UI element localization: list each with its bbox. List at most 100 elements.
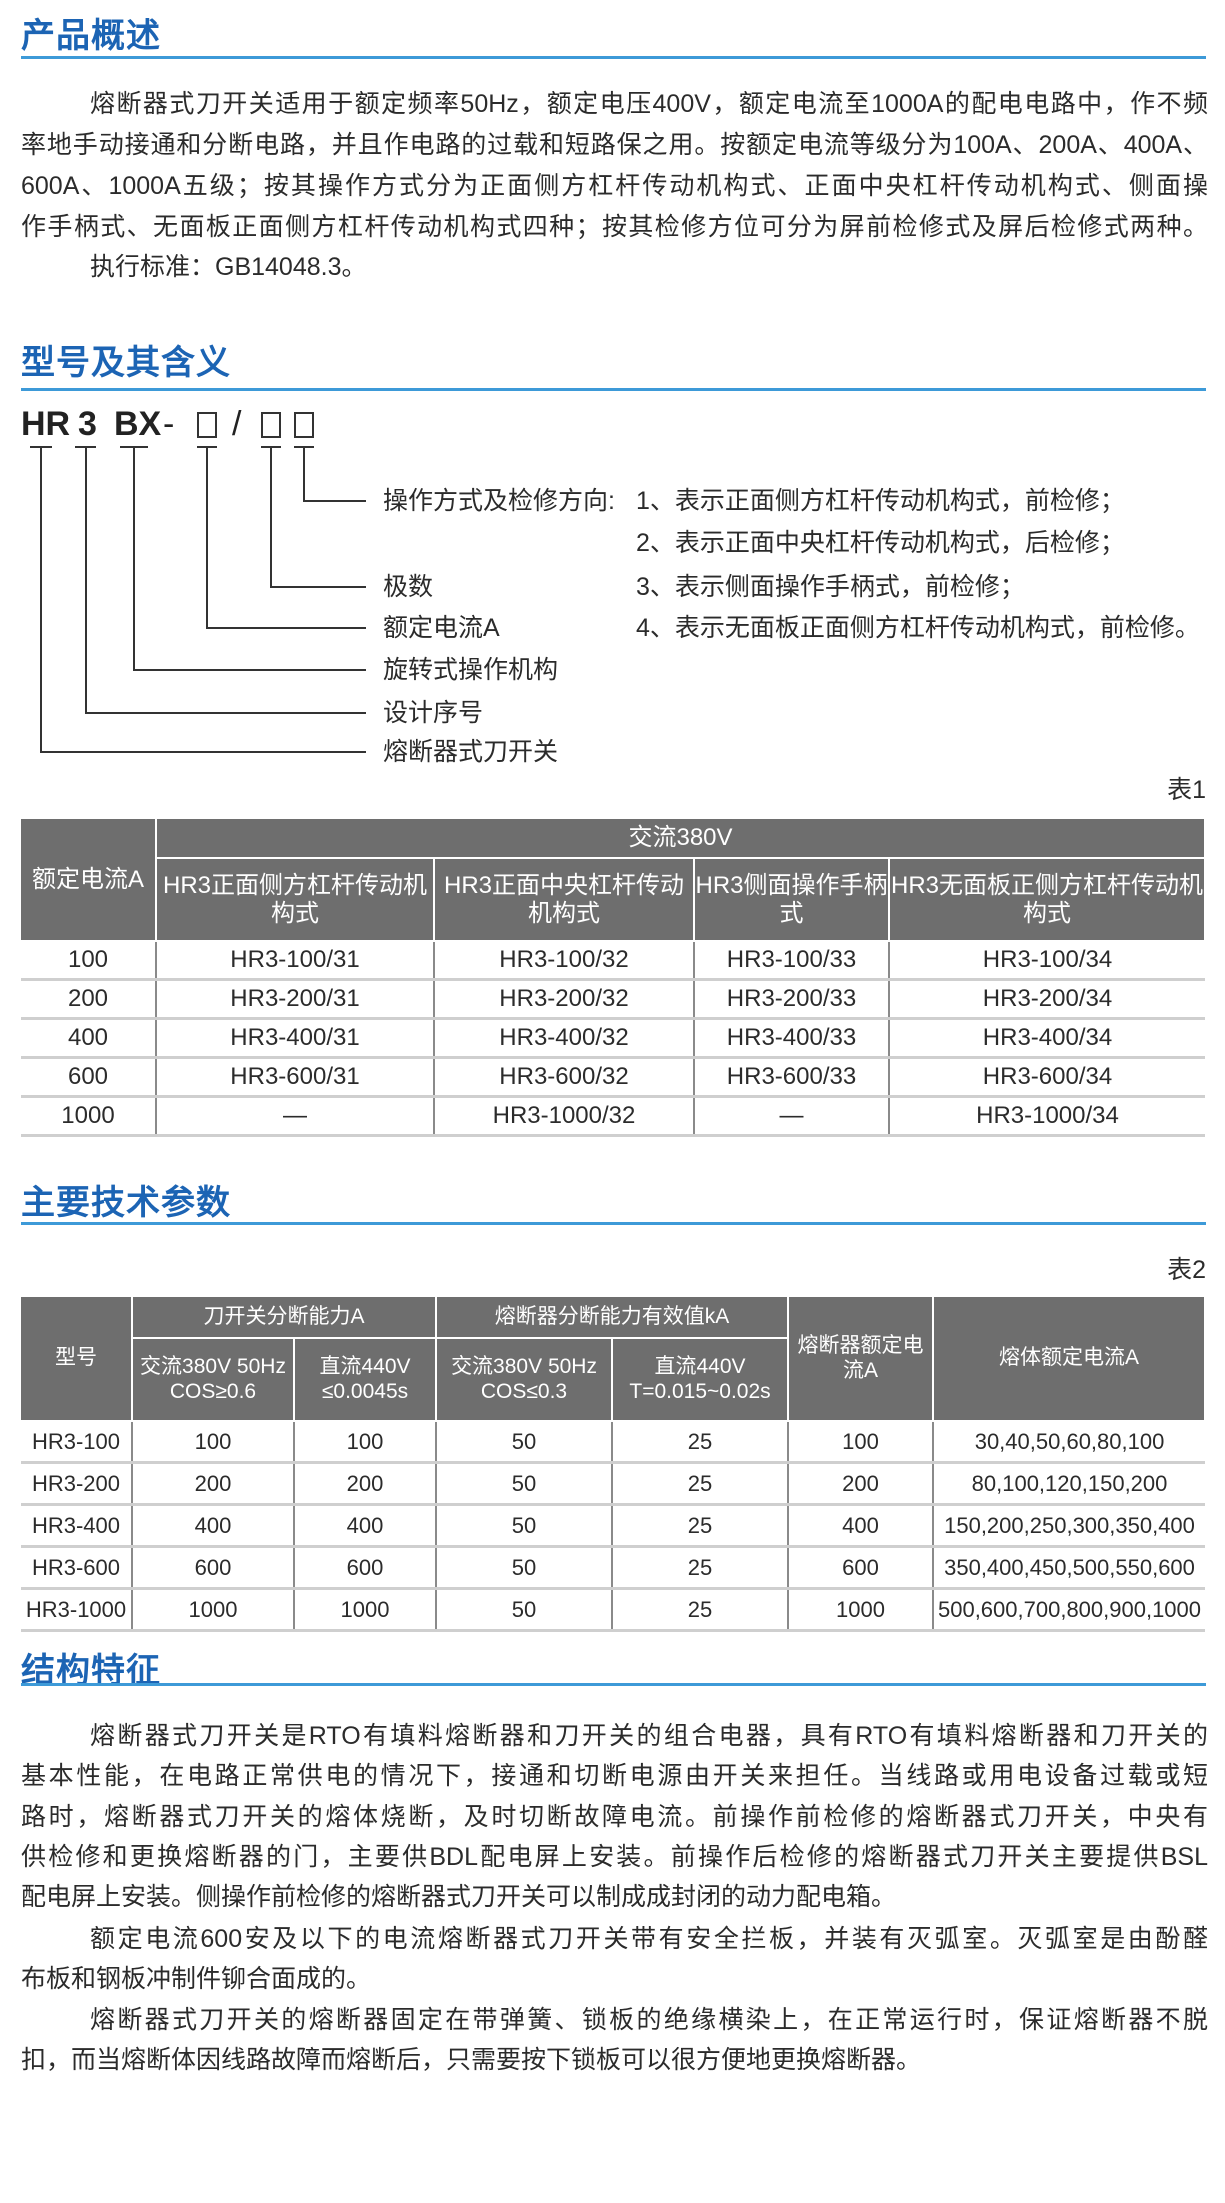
paragraph-line: 扣，而当熔断体因线路故障而熔断后，只需要按下锁板可以很方便地更换熔断器。 xyxy=(21,2046,922,2074)
table-cell: HR3-600/32 xyxy=(433,1057,694,1098)
header-ac380: 交流380V xyxy=(155,817,1206,859)
table-cell: HR3-600/31 xyxy=(155,1057,434,1098)
section-title-overview: 产品概述 xyxy=(21,17,161,55)
table-cell: 600 xyxy=(787,1546,934,1590)
table1: 额定电流A 交流380V HR3正面侧方杠杆传动机构式 HR3正面中央杠杆传动机… xyxy=(21,817,1206,1137)
table-cell: 150,200,250,300,350,400 xyxy=(932,1504,1205,1548)
table-row: HR3-200 200 200 50 25 200 80,100,120,150,200 xyxy=(21,1462,1205,1506)
table-cell: 100 xyxy=(787,1421,934,1464)
table-cell: HR3-200/32 xyxy=(433,979,694,1020)
table-cell: 200 xyxy=(21,979,156,1020)
table-cell: HR3-400/32 xyxy=(433,1018,694,1059)
table-cell: 50 xyxy=(435,1546,613,1590)
section-divider xyxy=(21,388,1206,391)
table-cell: HR3-600/33 xyxy=(693,1057,889,1098)
table-cell: HR3-400/34 xyxy=(888,1018,1205,1059)
standard-text: 执行标准：GB14048.3。 xyxy=(90,253,367,281)
table-cell: HR3-100/32 xyxy=(433,941,694,981)
code-hr: HR xyxy=(21,405,71,443)
table-cell: 400 xyxy=(131,1504,294,1548)
label-rated-current: 额定电流A xyxy=(383,614,500,642)
table-cell: HR3-200/31 xyxy=(155,979,434,1020)
paragraph-line: 额定电流600安及以下的电流熔断器式刀开关带有安全拦板，并装有灭弧室。灭弧室是由… xyxy=(90,1925,1208,1953)
option-2: 2、表示正面中央杠杆传动机构式，后检修； xyxy=(636,529,1125,557)
table-row: HR3-400 400 400 50 25 400 150,200,250,300,350,… xyxy=(21,1504,1205,1548)
table-cell: 400 xyxy=(21,1018,156,1059)
section-title-tech: 主要技术参数 xyxy=(21,1184,231,1222)
table-cell: 25 xyxy=(611,1546,789,1590)
section-divider xyxy=(21,1222,1206,1225)
table-cell: HR3-200/34 xyxy=(888,979,1205,1020)
subheader: 直流440V ≤0.0045s xyxy=(292,1337,438,1422)
option-1: 1、表示正面侧方杠杆传动机构式，前检修； xyxy=(636,487,1125,515)
header-col: HR3正面侧方杠杆传动机构式 xyxy=(156,857,435,942)
table-cell: 100 xyxy=(292,1421,437,1464)
table-cell: 100 xyxy=(131,1421,294,1464)
paragraph-line: 供检修和更换熔断器的门，主要供BDL配电屏上安装。前操作后检修的熔断器式刀开关主… xyxy=(21,1843,1208,1871)
code-bx: BX xyxy=(114,405,162,443)
table2-tag: 表2 xyxy=(1167,1256,1206,1284)
table-row: 200 HR3-200/31 HR3-200/32 HR3-200/33 HR3-200… xyxy=(21,979,1205,1020)
table-cell: 1000 xyxy=(131,1588,294,1632)
table-cell: 200 xyxy=(131,1462,294,1506)
label-product: 熔断器式刀开关 xyxy=(383,738,559,766)
header-fuse-capacity: 熔断器分断能力有效值kA xyxy=(435,1295,790,1339)
table-cell: 500,600,700,800,900,1000 xyxy=(932,1588,1205,1632)
subheader: 交流380V 50Hz COS≤0.3 xyxy=(435,1337,614,1422)
table-cell: HR3-400 xyxy=(21,1504,132,1548)
table-cell: 1000 xyxy=(787,1588,934,1632)
table-cell: 1000 xyxy=(21,1096,156,1137)
table-cell: 600 xyxy=(21,1057,156,1098)
header-col: HR3侧面操作手柄式 xyxy=(693,857,890,942)
table-cell: 200 xyxy=(292,1462,437,1506)
header-melt-rated: 熔体额定电流A xyxy=(932,1295,1206,1422)
table-cell: 600 xyxy=(131,1546,294,1590)
table-cell: HR3-1000/34 xyxy=(888,1096,1205,1137)
label-mechanism: 旋转式操作机构 xyxy=(383,656,559,684)
table-cell: 400 xyxy=(787,1504,934,1548)
paragraph-line: 布板和钢板冲制件铆合面成的。 xyxy=(21,1965,372,1993)
section-divider xyxy=(21,56,1206,59)
table1-tag: 表1 xyxy=(1167,776,1206,804)
table-cell: 25 xyxy=(611,1462,789,1506)
table-cell: 400 xyxy=(292,1504,437,1548)
label-design-no: 设计序号 xyxy=(383,699,484,727)
table-cell: HR3-600/34 xyxy=(888,1057,1205,1098)
table-cell: HR3-100 xyxy=(21,1421,132,1464)
header-rated-current: 额定电流A xyxy=(21,817,157,942)
table-cell: 1000 xyxy=(292,1588,437,1632)
table-row: 100 HR3-100/31 HR3-100/32 HR3-100/33 HR3-100… xyxy=(21,941,1205,981)
code-slash: / xyxy=(232,405,242,443)
paragraph-line: 熔断器式刀开关的熔断器固定在带弹簧、锁板的绝缘横染上，在正常运行时，保证熔断器不… xyxy=(90,2006,1208,2034)
code-box-current xyxy=(197,412,217,438)
paragraph-line: 600A、1000A五级；按其操作方式分为正面侧方杠杆传动机构式、正面中央杠杆传… xyxy=(21,172,1208,200)
paragraph-line: 熔断器式刀开关适用于额定频率50Hz，额定电压400V，额定电流至1000A的配… xyxy=(90,90,1208,118)
paragraph-line: 路时，熔断器式刀开关的熔体烧断，及时切断故障电流。前操作前检修的熔断器式刀开关，… xyxy=(21,1803,1208,1831)
table-cell: 600 xyxy=(292,1546,437,1590)
table-cell: HR3-1000/32 xyxy=(433,1096,694,1137)
paragraph-line: 基本性能，在电路正常供电的情况下，接通和切断电源由开关来担任。当线路或用电设备过… xyxy=(21,1762,1208,1790)
subheader: 交流380V 50Hz COS≥0.6 xyxy=(132,1337,295,1422)
section-divider xyxy=(21,1683,1206,1686)
table-cell: HR3-100/33 xyxy=(693,941,889,981)
table-row: 400 HR3-400/31 HR3-400/32 HR3-400/33 HR3-400… xyxy=(21,1018,1205,1059)
paragraph-line: 率地手动接通和分断电路，并且作电路的过载和短路保之用。按额定电流等级分为100A… xyxy=(21,131,1208,159)
header-col: HR3无面板正侧方杠杆传动机构式 xyxy=(888,857,1206,942)
table-row: HR3-600 600 600 50 25 600 350,400,450,500,550,… xyxy=(21,1546,1205,1590)
table-cell: 25 xyxy=(611,1504,789,1548)
table-cell: 350,400,450,500,550,600 xyxy=(932,1546,1205,1590)
table-cell: 50 xyxy=(435,1588,613,1632)
table-row: 1000— HR3-1000/32— HR3-1000/34 xyxy=(21,1096,1205,1137)
table-cell: HR3-200/33 xyxy=(693,979,889,1020)
table-cell: 30,40,50,60,80,100 xyxy=(932,1421,1205,1464)
table-cell: 50 xyxy=(435,1421,613,1464)
code-box-poles xyxy=(261,412,281,438)
table-cell: 50 xyxy=(435,1504,613,1548)
table-cell: — xyxy=(693,1096,889,1137)
table-cell: 25 xyxy=(611,1588,789,1632)
table-cell: HR3-200 xyxy=(21,1462,132,1506)
table-cell: 80,100,120,150,200 xyxy=(932,1462,1205,1506)
section-title-model: 型号及其含义 xyxy=(21,344,231,382)
header-fuse-rated: 熔断器额定电流A xyxy=(787,1295,935,1422)
header-switch-capacity: 刀开关分断能力A xyxy=(130,1295,438,1339)
